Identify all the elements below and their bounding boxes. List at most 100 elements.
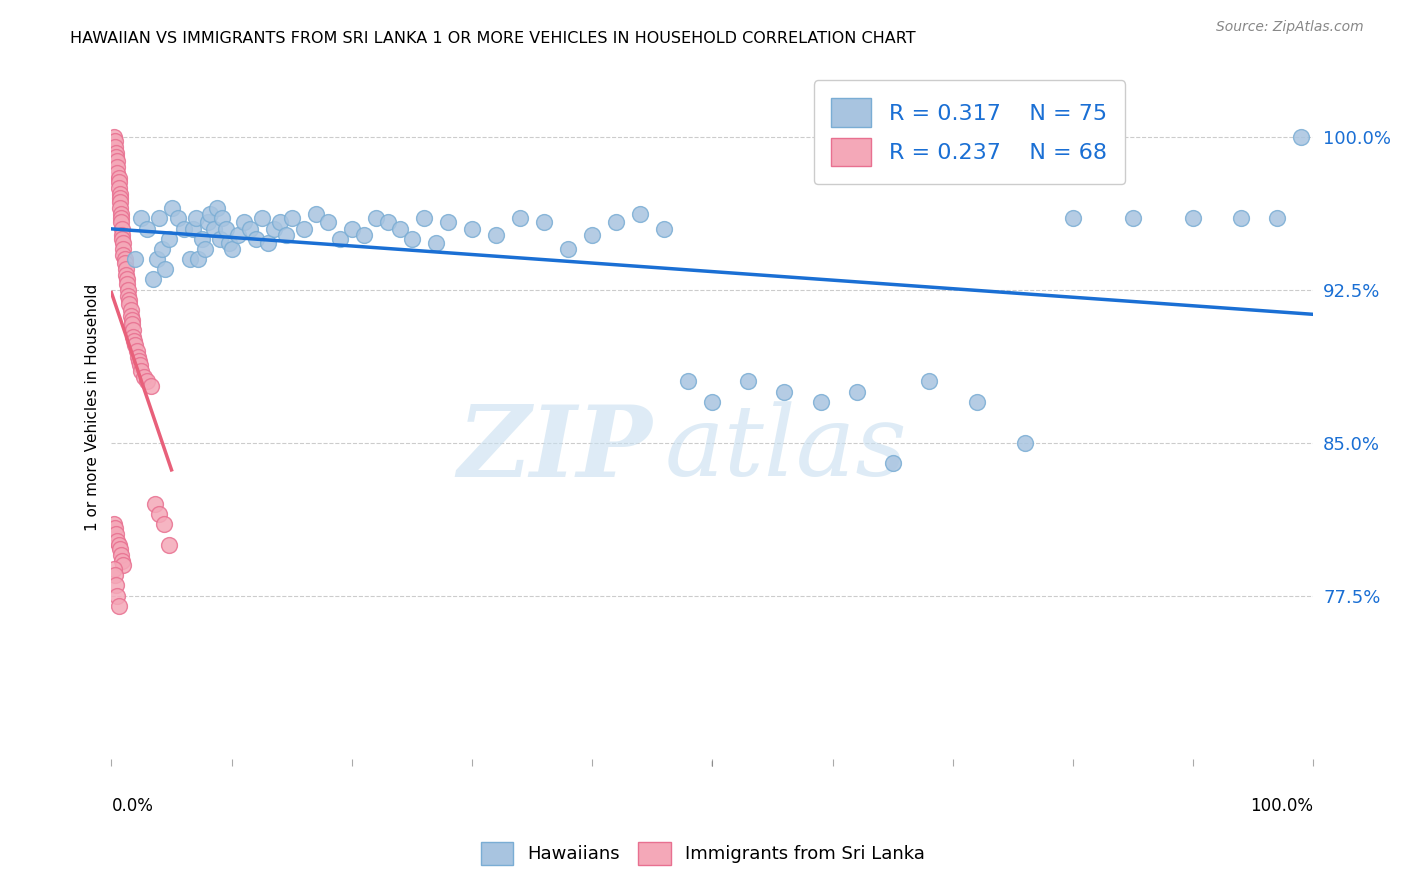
Point (557, 242, 579, 256)
Point (437, 215, 460, 229)
Point (250, 211, 273, 226)
Point (184, 211, 207, 226)
Point (388, 221, 411, 235)
Point (773, 384, 796, 399)
Point (737, 375, 759, 389)
Point (190, 232, 212, 246)
Point (125, 343, 148, 358)
Point (148, 507, 170, 521)
Point (256, 235, 278, 250)
Point (108, 194, 131, 209)
Point (605, 215, 627, 229)
Point (118, 293, 141, 307)
Point (104, 134, 127, 148)
Point (120, 303, 142, 318)
Point (107, 533, 129, 548)
Point (121, 318, 143, 332)
Point (1291, 129, 1313, 144)
Point (1182, 211, 1205, 226)
Point (1062, 211, 1084, 226)
Point (108, 541, 131, 556)
Point (1230, 211, 1253, 226)
Point (305, 207, 328, 221)
Point (533, 215, 555, 229)
Point (628, 207, 651, 221)
Text: 0.0%: 0.0% (111, 797, 153, 815)
Point (269, 215, 291, 229)
Point (124, 252, 146, 266)
Point (155, 262, 177, 277)
Point (112, 235, 135, 250)
Point (425, 235, 447, 250)
Point (108, 191, 131, 205)
Point (187, 252, 209, 266)
Point (104, 568, 127, 582)
Point (329, 232, 352, 246)
Point (1122, 211, 1144, 226)
Legend: R = 0.317    N = 75, R = 0.237    N = 68: R = 0.317 N = 75, R = 0.237 N = 68 (814, 80, 1125, 184)
Point (103, 517, 125, 532)
Point (103, 562, 125, 576)
Point (316, 215, 339, 229)
Point (114, 262, 136, 277)
Point (107, 175, 129, 189)
Point (509, 211, 531, 226)
Text: 100.0%: 100.0% (1250, 797, 1313, 815)
Point (110, 215, 132, 229)
Point (157, 538, 180, 552)
Point (232, 215, 254, 229)
Point (120, 309, 142, 323)
Point (148, 211, 170, 226)
Point (340, 221, 363, 235)
Point (128, 354, 150, 368)
Point (194, 242, 217, 256)
Point (131, 211, 153, 226)
Point (112, 242, 135, 256)
Point (114, 256, 136, 270)
Point (131, 364, 153, 378)
Point (218, 235, 240, 250)
Point (117, 289, 139, 303)
Text: atlas: atlas (664, 401, 907, 497)
Point (105, 146, 128, 161)
Point (111, 232, 134, 246)
Point (214, 221, 236, 235)
Point (104, 521, 127, 535)
Point (485, 227, 508, 242)
Point (263, 221, 285, 235)
Point (136, 375, 159, 389)
Text: Source: ZipAtlas.com: Source: ZipAtlas.com (1216, 20, 1364, 34)
Point (132, 370, 155, 384)
Point (103, 129, 125, 144)
Point (110, 211, 132, 226)
Point (129, 358, 152, 372)
Point (845, 384, 868, 399)
Point (108, 186, 131, 201)
Point (105, 527, 128, 541)
Point (226, 227, 249, 242)
Point (122, 329, 145, 343)
Point (678, 375, 700, 389)
Point (197, 215, 219, 229)
Point (166, 211, 188, 226)
Point (115, 277, 138, 291)
Point (107, 589, 129, 603)
Point (143, 497, 166, 511)
Point (208, 232, 231, 246)
Point (111, 227, 134, 242)
Point (107, 166, 129, 180)
Point (105, 578, 128, 592)
Point (652, 221, 675, 235)
Point (461, 221, 484, 235)
Point (239, 221, 262, 235)
Point (364, 211, 387, 226)
Point (292, 221, 315, 235)
Point (882, 456, 904, 470)
Point (105, 150, 128, 164)
Point (353, 227, 375, 242)
Point (157, 232, 180, 246)
Point (127, 350, 149, 364)
Point (153, 517, 176, 532)
Point (107, 161, 129, 175)
Point (280, 211, 302, 226)
